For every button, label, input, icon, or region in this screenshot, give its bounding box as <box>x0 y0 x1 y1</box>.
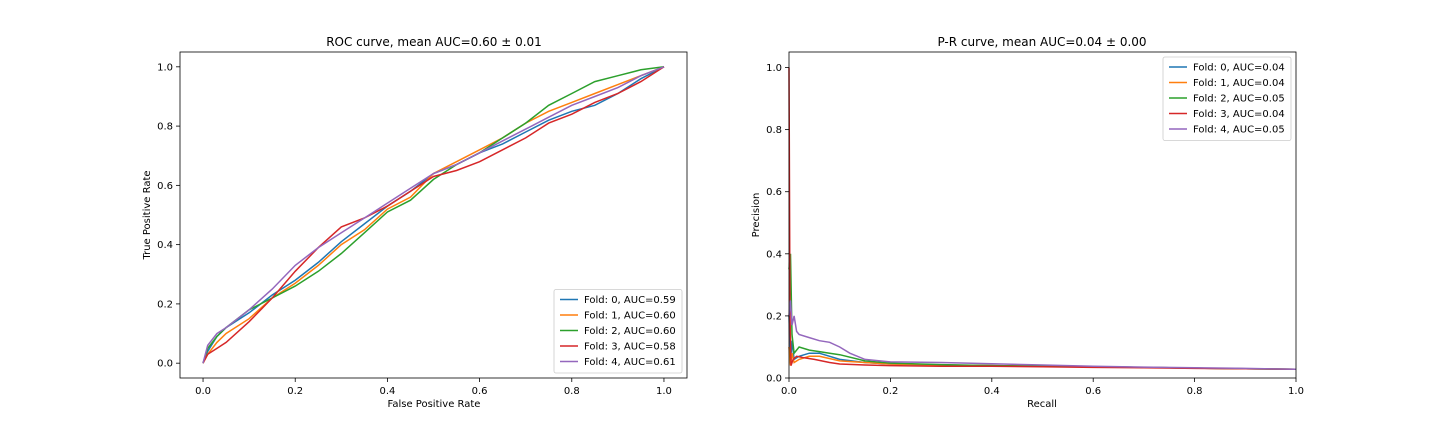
pr-y-tick-label: 0.4 <box>766 249 782 260</box>
roc-plot-area <box>202 66 665 364</box>
roc-y-tick-label: 0.4 <box>157 240 173 251</box>
roc-y-tick-label: 0.0 <box>157 359 173 370</box>
roc-x-ticks: 0.0 0.2 0.4 0.6 0.8 1.0 <box>195 378 672 397</box>
pr-x-tick-label: 0.8 <box>1187 386 1203 397</box>
roc-x-label: False Positive Rate <box>388 399 481 410</box>
roc-legend: Fold: 0, AUC=0.59 Fold: 1, AUC=0.60 Fold: … <box>553 289 683 374</box>
roc-x-tick-label: 0.0 <box>195 386 211 397</box>
roc-legend-label-fold-4: Fold: 4, AUC=0.61 <box>584 357 676 368</box>
pr-y-tick-label: 0.8 <box>766 125 782 136</box>
roc-legend-box <box>553 289 683 374</box>
pr-title: P-R curve, mean AUC=0.04 ± 0.00 <box>937 35 1146 49</box>
roc-legend-label-fold-1: Fold: 1, AUC=0.60 <box>584 311 676 322</box>
roc-legend-label-fold-2: Fold: 2, AUC=0.60 <box>584 326 676 337</box>
pr-y-tick-label: 1.0 <box>766 63 782 74</box>
roc-y-tick-label: 0.8 <box>157 122 173 133</box>
roc-series-line-fold-4 <box>202 66 665 364</box>
roc-series-line-fold-3 <box>202 66 665 364</box>
pr-legend-label-fold-0: Fold: 0, AUC=0.04 <box>1193 63 1285 74</box>
pr-series-line-fold-4 <box>788 300 1297 371</box>
pr-x-tick-label: 0.4 <box>984 386 1000 397</box>
roc-x-tick-label: 0.8 <box>564 386 580 397</box>
roc-axes-frame <box>179 51 688 379</box>
roc-y-tick-label: 1.0 <box>157 62 173 73</box>
roc-legend-label-fold-3: Fold: 3, AUC=0.58 <box>584 342 676 353</box>
roc-y-ticks: 0.0 0.2 0.4 0.6 0.8 1.0 <box>157 62 180 370</box>
pr-legend-label-fold-1: Fold: 1, AUC=0.04 <box>1193 78 1285 89</box>
pr-x-ticks: 0.0 0.2 0.4 0.6 0.8 1.0 <box>781 378 1304 397</box>
roc-x-tick-label: 1.0 <box>656 386 672 397</box>
roc-series-line-fold-1 <box>202 66 665 364</box>
pr-legend: Fold: 0, AUC=0.04 Fold: 1, AUC=0.04 Fold: … <box>1162 56 1292 141</box>
pr-axes-frame <box>788 51 1297 379</box>
pr-legend-box <box>1162 56 1292 141</box>
pr-legend-label-fold-3: Fold: 3, AUC=0.04 <box>1193 109 1285 120</box>
pr-series-line-fold-2 <box>788 253 1297 371</box>
pr-chart: P-R curve, mean AUC=0.04 ± 0.00 0.0 0.2 0.… <box>751 35 1304 410</box>
pr-x-tick-label: 0.2 <box>882 386 898 397</box>
roc-y-tick-label: 0.2 <box>157 299 173 310</box>
pr-x-tick-label: 1.0 <box>1288 386 1304 397</box>
pr-x-tick-label: 0.0 <box>781 386 797 397</box>
pr-legend-label-fold-4: Fold: 4, AUC=0.05 <box>1193 125 1285 136</box>
roc-y-tick-label: 0.6 <box>157 181 173 192</box>
roc-legend-label-fold-0: Fold: 0, AUC=0.59 <box>584 295 676 306</box>
pr-y-tick-label: 0.6 <box>766 187 782 198</box>
pr-y-ticks: 0.0 0.2 0.4 0.6 0.8 1.0 <box>766 63 789 385</box>
pr-x-label: Recall <box>1027 399 1057 410</box>
roc-x-tick-label: 0.4 <box>379 386 395 397</box>
roc-title: ROC curve, mean AUC=0.60 ± 0.01 <box>326 35 542 49</box>
roc-x-tick-label: 0.6 <box>472 386 488 397</box>
pr-x-tick-label: 0.6 <box>1085 386 1101 397</box>
roc-x-tick-label: 0.2 <box>287 386 303 397</box>
roc-chart: ROC curve, mean AUC=0.60 ± 0.01 0.0 0.2 0.… <box>142 35 688 410</box>
pr-legend-label-fold-2: Fold: 2, AUC=0.05 <box>1193 94 1285 105</box>
roc-y-label: True Positive Rate <box>142 170 153 260</box>
pr-y-label: Precision <box>751 193 762 238</box>
pr-y-tick-label: 0.0 <box>766 374 782 385</box>
pr-y-tick-label: 0.2 <box>766 311 782 322</box>
pr-plot-area <box>788 67 1297 371</box>
pr-series-line-fold-3 <box>788 67 1297 371</box>
